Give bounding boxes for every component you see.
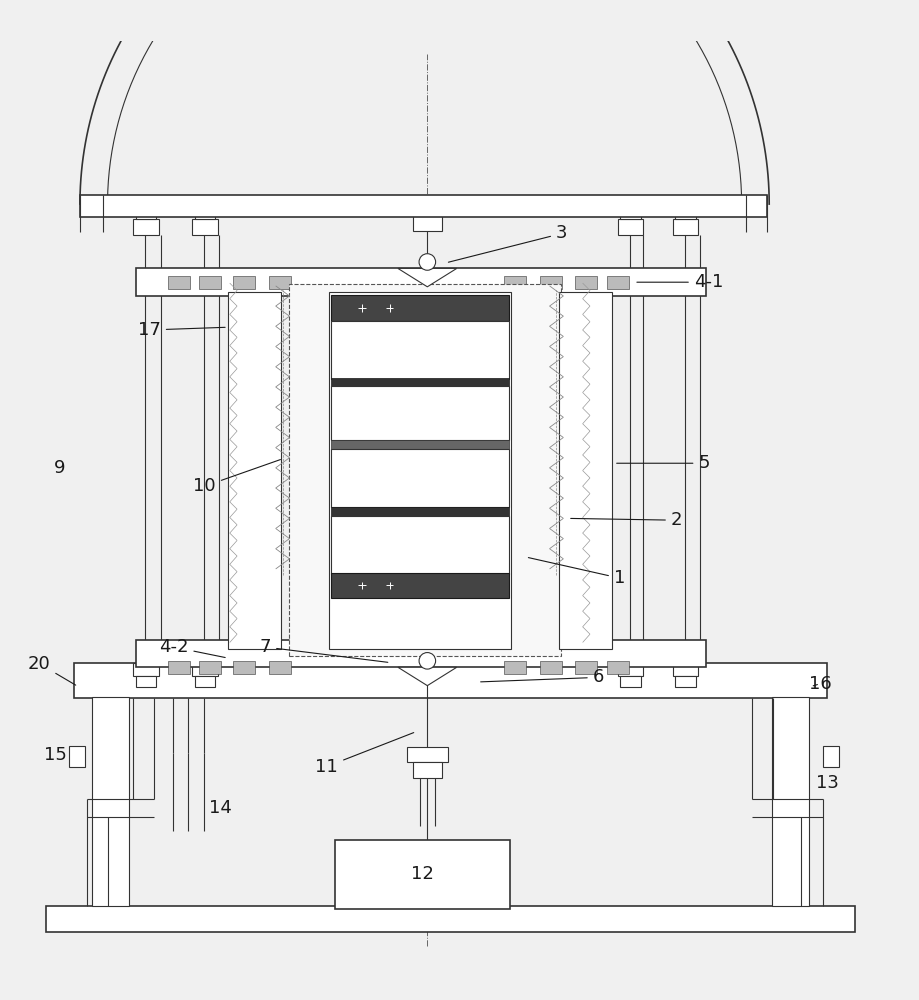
Bar: [195, 676, 215, 687]
Circle shape: [419, 254, 436, 270]
Bar: [331, 386, 509, 440]
Text: 4-1: 4-1: [637, 273, 723, 291]
Bar: [823, 746, 839, 767]
Bar: [772, 697, 809, 906]
Text: 20: 20: [28, 655, 75, 685]
Text: 11: 11: [315, 733, 414, 776]
Bar: [168, 661, 190, 674]
Text: 12: 12: [412, 865, 434, 883]
Bar: [136, 268, 706, 296]
Text: 4-2: 4-2: [159, 638, 225, 658]
Bar: [192, 219, 218, 235]
Polygon shape: [398, 268, 457, 287]
Bar: [233, 661, 255, 674]
Text: 7: 7: [259, 638, 388, 662]
Bar: [331, 378, 509, 386]
Bar: [133, 663, 159, 676]
Bar: [407, 747, 448, 762]
Text: 16: 16: [809, 675, 832, 693]
Text: 1: 1: [528, 558, 625, 587]
Polygon shape: [398, 667, 457, 686]
Bar: [675, 676, 696, 687]
Bar: [46, 906, 855, 932]
Bar: [620, 676, 641, 687]
Bar: [607, 661, 629, 674]
Text: 14: 14: [210, 799, 232, 817]
Bar: [136, 640, 706, 667]
Bar: [74, 663, 827, 698]
Bar: [69, 746, 85, 767]
Bar: [80, 195, 767, 217]
Bar: [413, 762, 442, 778]
Circle shape: [419, 653, 436, 669]
Bar: [331, 573, 509, 598]
Bar: [331, 295, 509, 321]
Text: 9: 9: [54, 459, 65, 477]
Bar: [618, 219, 643, 235]
Bar: [540, 661, 562, 674]
Text: 3: 3: [448, 224, 568, 262]
Bar: [331, 321, 509, 379]
Bar: [331, 516, 509, 574]
Bar: [136, 206, 156, 219]
Text: 13: 13: [816, 774, 838, 792]
Bar: [673, 219, 698, 235]
Bar: [673, 663, 698, 676]
Bar: [607, 276, 629, 289]
Bar: [92, 697, 129, 906]
Bar: [269, 661, 291, 674]
Text: 17: 17: [138, 321, 225, 339]
Text: 5: 5: [617, 454, 710, 472]
Bar: [192, 663, 218, 676]
Bar: [504, 661, 526, 674]
Bar: [331, 507, 509, 516]
Bar: [504, 276, 526, 289]
Bar: [331, 449, 509, 507]
Bar: [329, 292, 511, 649]
Bar: [136, 676, 156, 687]
Bar: [228, 292, 281, 649]
Bar: [233, 276, 255, 289]
Bar: [675, 206, 696, 219]
Bar: [618, 663, 643, 676]
Bar: [269, 276, 291, 289]
Bar: [331, 440, 509, 449]
Bar: [133, 219, 159, 235]
Text: 6: 6: [481, 668, 604, 686]
Text: 2: 2: [571, 511, 683, 529]
Bar: [335, 840, 510, 909]
Text: 15: 15: [44, 746, 66, 764]
Bar: [195, 206, 215, 219]
Text: 10: 10: [193, 460, 280, 495]
Bar: [620, 206, 641, 219]
Bar: [540, 276, 562, 289]
Bar: [199, 276, 221, 289]
Bar: [575, 276, 597, 289]
Bar: [575, 661, 597, 674]
Bar: [199, 661, 221, 674]
Bar: [168, 276, 190, 289]
Bar: [289, 284, 561, 656]
Bar: [413, 216, 442, 231]
Bar: [559, 292, 612, 649]
